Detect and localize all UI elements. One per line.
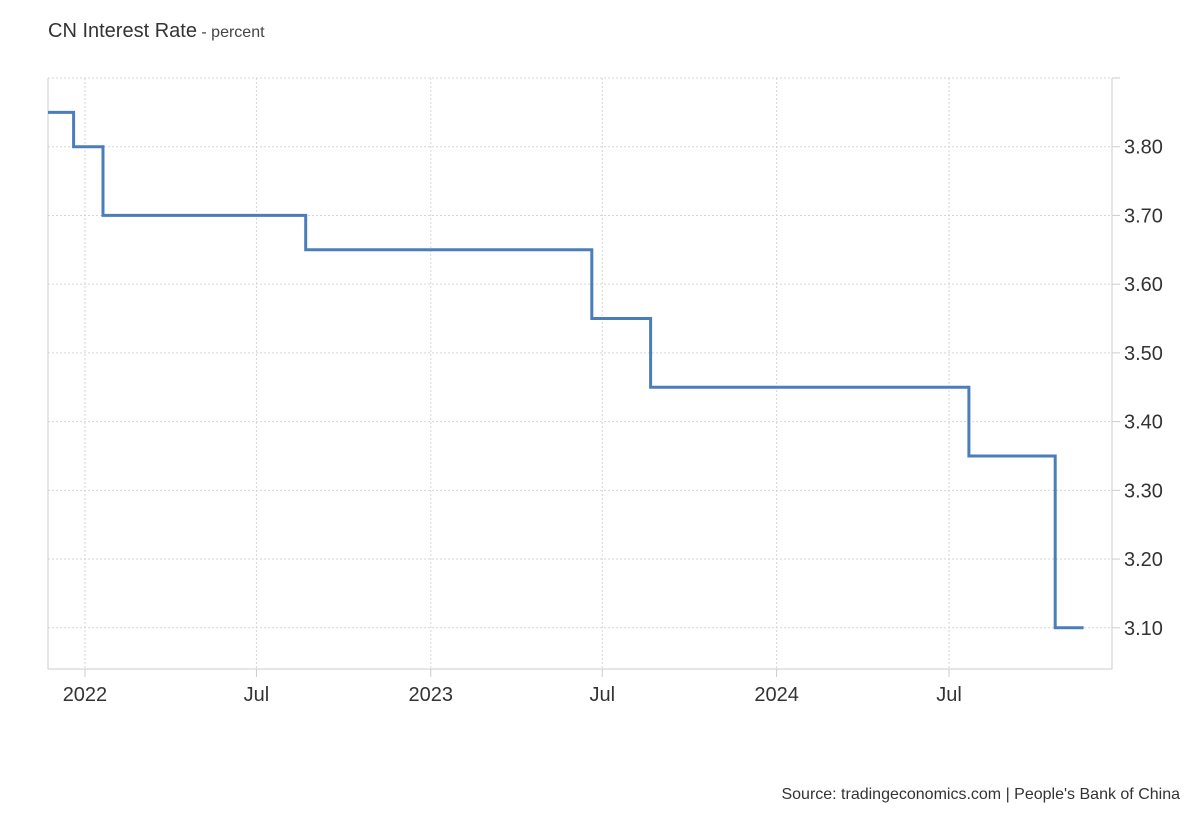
x-tick-label: 2023 [409, 684, 454, 706]
axis-layer [47, 77, 1120, 677]
chart-title: CN Interest Rate [48, 20, 197, 42]
y-tick-label: 3.80 [1124, 137, 1163, 159]
chart-title-block: CN Interest Rate - percent [48, 20, 265, 43]
x-tick-label: 2022 [63, 684, 108, 706]
x-tick-label: Jul [936, 684, 962, 706]
interest-rate-chart: 3.10 3.20 3.30 3.40 3.50 3.60 3.70 3.80 2022 Jul 2… [47, 77, 1163, 706]
source-credit: Source: tradingeconomics.com | People's … [781, 786, 1180, 803]
y-tick-label: 3.30 [1124, 480, 1163, 502]
y-tick-label: 3.10 [1124, 618, 1163, 640]
tick-label-layer: 3.10 3.20 3.30 3.40 3.50 3.60 3.70 3.80 2022 Jul 2… [63, 137, 1163, 706]
grid-layer [48, 77, 1112, 669]
y-tick-label: 3.50 [1124, 343, 1163, 365]
y-tick-label: 3.40 [1124, 412, 1163, 434]
x-tick-label: Jul [244, 684, 270, 706]
series-layer [48, 110, 1084, 630]
y-tick-label: 3.70 [1124, 205, 1163, 227]
x-tick-label: Jul [589, 684, 615, 706]
x-tick-label: 2024 [754, 684, 799, 706]
series-line [48, 110, 1084, 630]
y-tick-label: 3.60 [1124, 274, 1163, 296]
chart-subtitle: - percent [201, 24, 265, 41]
y-tick-label: 3.20 [1124, 549, 1163, 571]
